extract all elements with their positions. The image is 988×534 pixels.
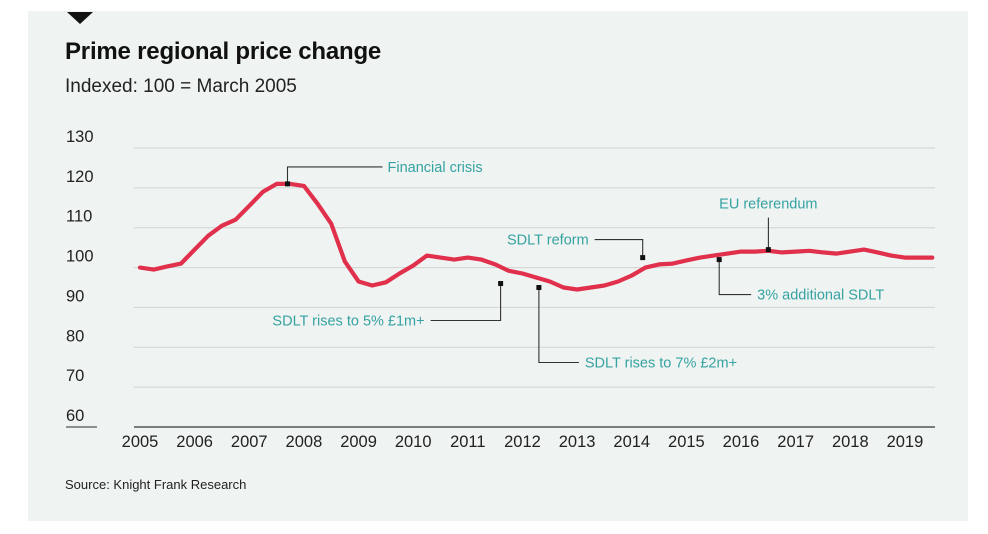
x-tick-label: 2006 — [176, 433, 213, 451]
annotation-labels: Financial crisis EU referendum SDLT reform… — [272, 160, 884, 372]
annotation-label: SDLT rises to 7% £2m+ — [585, 356, 737, 372]
x-tick-label: 2019 — [887, 433, 924, 451]
series-line — [137, 181, 935, 292]
annotation-marker — [498, 281, 504, 287]
annotation-leader — [718, 259, 752, 296]
x-tick-label: 2008 — [286, 433, 323, 451]
annotation-leader — [594, 239, 644, 258]
x-tick-label: 2007 — [231, 433, 268, 451]
y-tick-label: 100 — [66, 248, 94, 266]
chart-subtitle: Indexed: 100 = March 2005 — [65, 76, 297, 97]
y-tick-label: 120 — [66, 168, 94, 186]
x-tick-label: 2018 — [832, 433, 869, 451]
x-tick-labels: 2005 2006 2007 2008 2009 2010 2011 2012 2013 2014… — [122, 433, 924, 451]
annotation-marker — [640, 255, 646, 261]
section-marker-icon — [67, 12, 93, 24]
annotation-leader — [538, 287, 579, 364]
chart-title: Prime regional price change — [65, 38, 382, 65]
annotation-label: 3% additional SDLT — [757, 288, 884, 304]
annotation-label: EU referendum — [719, 197, 817, 213]
series-group — [137, 181, 935, 292]
x-tick-label: 2010 — [395, 433, 432, 451]
annotation-marker — [765, 247, 771, 253]
y-tick-label: 70 — [66, 367, 84, 385]
x-tick-label: 2016 — [723, 433, 760, 451]
x-tick-label: 2009 — [340, 433, 377, 451]
y-tick-label: 80 — [66, 327, 84, 345]
annotation-leaders — [286, 166, 769, 364]
y-tick-labels: 60 70 80 90 100 110 120 130 — [66, 128, 94, 425]
x-tick-label: 2005 — [122, 433, 159, 451]
annotation-marker — [716, 257, 722, 263]
annotation-label: Financial crisis — [388, 160, 483, 176]
annotation-leader — [430, 283, 502, 322]
x-tick-label: 2017 — [777, 433, 814, 451]
source-note: Source: Knight Frank Research — [65, 477, 247, 492]
x-tick-label: 2011 — [450, 433, 485, 451]
x-tick-label: 2014 — [613, 433, 650, 451]
annotation-markers — [285, 181, 771, 290]
y-tick-label: 60 — [66, 407, 84, 425]
annotation-leader — [286, 166, 383, 184]
x-tick-label: 2013 — [559, 433, 596, 451]
y-tick-label: 110 — [66, 208, 92, 226]
annotation-marker — [536, 285, 542, 290]
annotation-label: SDLT rises to 5% £1m+ — [272, 314, 424, 330]
grid-lines — [134, 147, 935, 388]
y-tick-label: 130 — [66, 128, 94, 146]
annotation-label: SDLT reform — [507, 233, 589, 249]
annotation-marker — [285, 181, 291, 187]
x-tick-label: 2012 — [504, 433, 541, 451]
x-tick-label: 2015 — [668, 433, 705, 451]
y-tick-label: 90 — [66, 287, 84, 305]
